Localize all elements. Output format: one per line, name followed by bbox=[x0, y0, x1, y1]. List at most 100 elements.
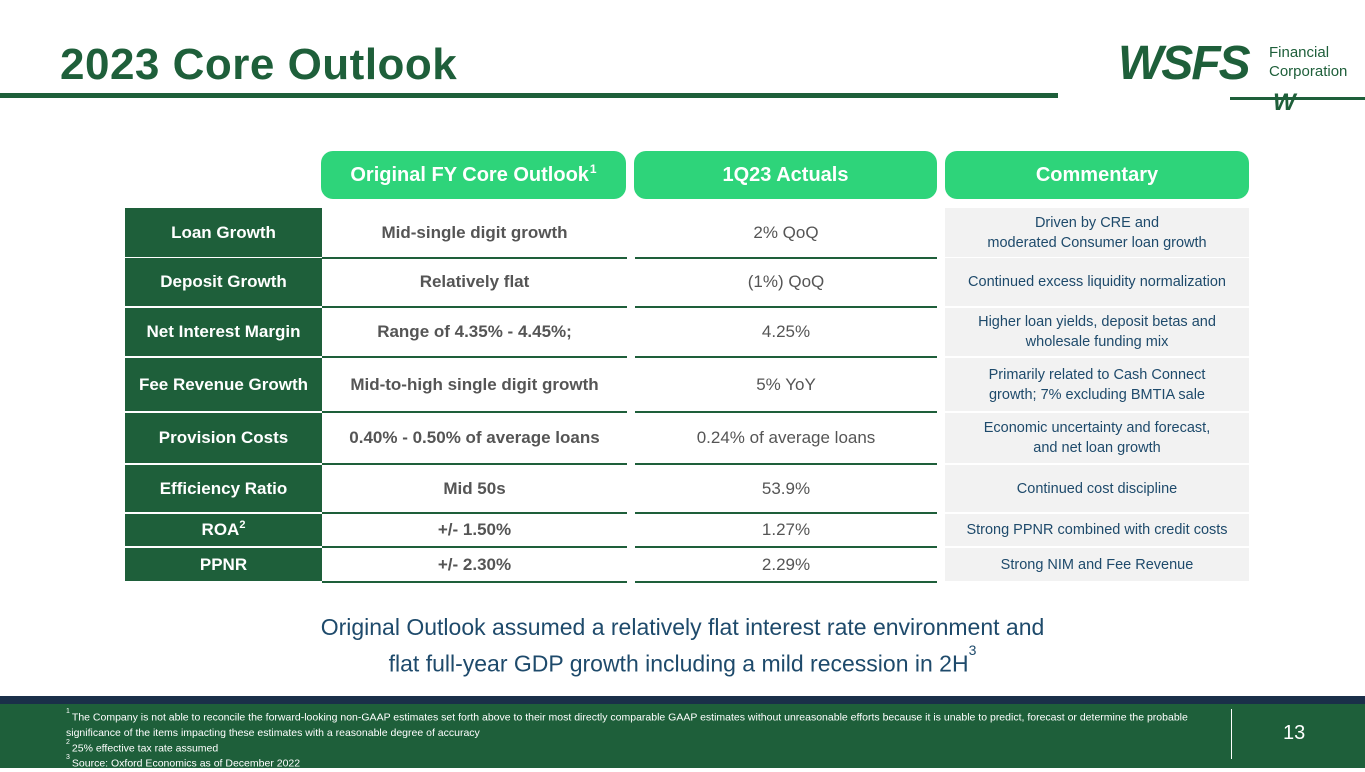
logo-mark: W bbox=[1273, 89, 1296, 116]
actual-underline bbox=[635, 411, 937, 413]
title-underline bbox=[0, 93, 1058, 98]
page-number: 13 bbox=[1283, 722, 1306, 744]
row-label: PPNR bbox=[125, 548, 322, 581]
row-label-footnote: 2 bbox=[239, 519, 246, 531]
row-label: Deposit Growth bbox=[125, 258, 322, 306]
logo-line-2: Corporation bbox=[1269, 63, 1348, 80]
summary-line-2: flat full-year GDP growth including a mi… bbox=[250, 642, 1115, 680]
row-actual: (1%) QoQ bbox=[747, 272, 825, 291]
row-outlook: Mid 50s bbox=[443, 478, 506, 498]
row-actual: 1.27% bbox=[761, 520, 811, 539]
row-label: Efficiency Ratio bbox=[125, 465, 322, 512]
header-original-outlook: Original FY Core Outlook 1 bbox=[321, 151, 626, 199]
row-commentary: Driven by CRE and moderated Consumer loan… bbox=[945, 208, 1249, 257]
summary-footnote: 3 bbox=[968, 642, 977, 658]
outlook-underline bbox=[322, 411, 627, 413]
outlook-underline bbox=[322, 463, 627, 465]
row-commentary-line-2: moderated Consumer loan growth bbox=[987, 234, 1207, 251]
header-actuals-label: 1Q23 Actuals bbox=[722, 163, 849, 186]
row-label: Provision Costs bbox=[125, 413, 322, 463]
outlook-underline bbox=[322, 356, 627, 358]
actual-underline bbox=[635, 257, 937, 259]
row-commentary-line-1: Strong NIM and Fee Revenue bbox=[1000, 556, 1194, 573]
row-commentary: Strong PPNR combined with credit costs bbox=[945, 514, 1249, 546]
actual-underline bbox=[635, 581, 937, 583]
row-commentary-line-2: and net loan growth bbox=[1033, 440, 1161, 456]
row-label-text: Loan Growth bbox=[171, 222, 276, 242]
row-commentary-line-2: growth; 7% excluding BMTIA sale bbox=[988, 386, 1205, 403]
row-commentary: Continued cost discipline bbox=[945, 465, 1249, 512]
row-label-text: Provision Costs bbox=[158, 428, 289, 447]
logo-underline bbox=[1230, 97, 1365, 100]
row-commentary: Primarily related to Cash Connect growth;… bbox=[945, 358, 1249, 411]
footer bbox=[0, 704, 1365, 768]
row-outlook: 0.40% - 0.50% of average loans bbox=[349, 428, 600, 447]
row-label: ROA 2 bbox=[125, 514, 322, 546]
outlook-underline bbox=[322, 257, 627, 259]
row-commentary-line-1: Primarily related to Cash Connect bbox=[988, 366, 1206, 383]
row-label: Fee Revenue Growth bbox=[125, 358, 322, 411]
wsfs-logo: WSFS Financial Corporation W bbox=[1118, 40, 1353, 116]
row-commentary-line-2: wholesale funding mix bbox=[1025, 334, 1169, 350]
outlook-underline bbox=[322, 546, 627, 548]
header-commentary-label: Commentary bbox=[1035, 163, 1159, 186]
header-actuals: 1Q23 Actuals bbox=[634, 151, 937, 199]
row-outlook: Relatively flat bbox=[419, 272, 530, 291]
footnote-3-num: 3 bbox=[66, 754, 70, 761]
row-label-text: Deposit Growth bbox=[160, 272, 287, 291]
summary-line-1: Original Outlook assumed a relatively fl… bbox=[320, 614, 1045, 640]
summary-line-2-text: flat full-year GDP growth including a mi… bbox=[388, 650, 969, 677]
row-label-text: ROA bbox=[201, 520, 240, 539]
actual-underline bbox=[635, 463, 937, 465]
actual-underline bbox=[635, 306, 937, 308]
footnote-1-text: The Company is not able to reconcile the… bbox=[66, 711, 1188, 739]
row-label-text: Efficiency Ratio bbox=[159, 478, 288, 498]
header-commentary: Commentary bbox=[945, 151, 1249, 199]
outlook-underline bbox=[322, 581, 627, 583]
footer-stripe bbox=[0, 696, 1365, 704]
header-outlook-footnote: 1 bbox=[589, 162, 597, 176]
row-label-text: Net Interest Margin bbox=[146, 322, 301, 341]
row-actual: 5% YoY bbox=[756, 374, 816, 394]
header-outlook-label: Original FY Core Outlook bbox=[350, 163, 589, 186]
row-actual: 0.24% of average loans bbox=[696, 428, 876, 447]
actual-underline bbox=[635, 512, 937, 514]
footnote-1-num: 1 bbox=[66, 708, 70, 715]
row-commentary-line-1: Economic uncertainty and forecast, bbox=[983, 420, 1211, 436]
footnote-2-num: 2 bbox=[66, 739, 70, 746]
row-outlook: +/- 2.30% bbox=[437, 554, 512, 574]
row-outlook: Mid-to-high single digit growth bbox=[350, 374, 599, 394]
outlook-underline bbox=[322, 306, 627, 308]
footnote-3-text: Source: Oxford Economics as of December … bbox=[71, 757, 301, 770]
row-label-text: Fee Revenue Growth bbox=[138, 374, 309, 394]
footer-divider bbox=[1231, 709, 1232, 759]
page-title: 2023 Core Outlook bbox=[60, 40, 458, 89]
footnote-3: 3 Source: Oxford Economics as of December… bbox=[66, 753, 1216, 772]
actual-underline bbox=[635, 546, 937, 548]
row-outlook: Range of 4.35% - 4.45%; bbox=[377, 322, 572, 341]
footnote-1: 1 The Company is not able to reconcile th… bbox=[66, 707, 1216, 741]
row-commentary-line-1: Continued excess liquidity normalization bbox=[968, 274, 1226, 290]
row-actual: 4.25% bbox=[761, 322, 811, 341]
footnote-2: 2 25% effective tax rate assumed bbox=[66, 738, 1216, 757]
row-label: Net Interest Margin bbox=[125, 308, 322, 356]
logo-line-1: Financial bbox=[1269, 44, 1330, 61]
footnote-2-text: 25% effective tax rate assumed bbox=[71, 742, 219, 755]
row-commentary: Continued excess liquidity normalization bbox=[945, 258, 1249, 306]
row-actual: 53.9% bbox=[761, 478, 811, 498]
row-commentary: Economic uncertainty and forecast, and ne… bbox=[945, 413, 1249, 463]
row-actual: 2% QoQ bbox=[753, 222, 819, 242]
row-actual: 2.29% bbox=[761, 554, 811, 574]
row-label-text: PPNR bbox=[199, 554, 248, 574]
row-commentary-line-1: Driven by CRE and bbox=[1034, 214, 1160, 231]
row-outlook: Mid-single digit growth bbox=[381, 222, 568, 242]
row-commentary: Higher loan yields, deposit betas and who… bbox=[945, 308, 1249, 356]
summary-statement: Original Outlook assumed a relatively fl… bbox=[250, 612, 1115, 680]
row-commentary-line-1: Higher loan yields, deposit betas and bbox=[978, 314, 1216, 330]
actual-underline bbox=[635, 356, 937, 358]
row-commentary-line-1: Strong PPNR combined with credit costs bbox=[966, 522, 1228, 538]
outlook-underline bbox=[322, 512, 627, 514]
row-outlook: +/- 1.50% bbox=[437, 520, 512, 539]
row-commentary: Strong NIM and Fee Revenue bbox=[945, 548, 1249, 581]
row-label: Loan Growth bbox=[125, 208, 322, 257]
